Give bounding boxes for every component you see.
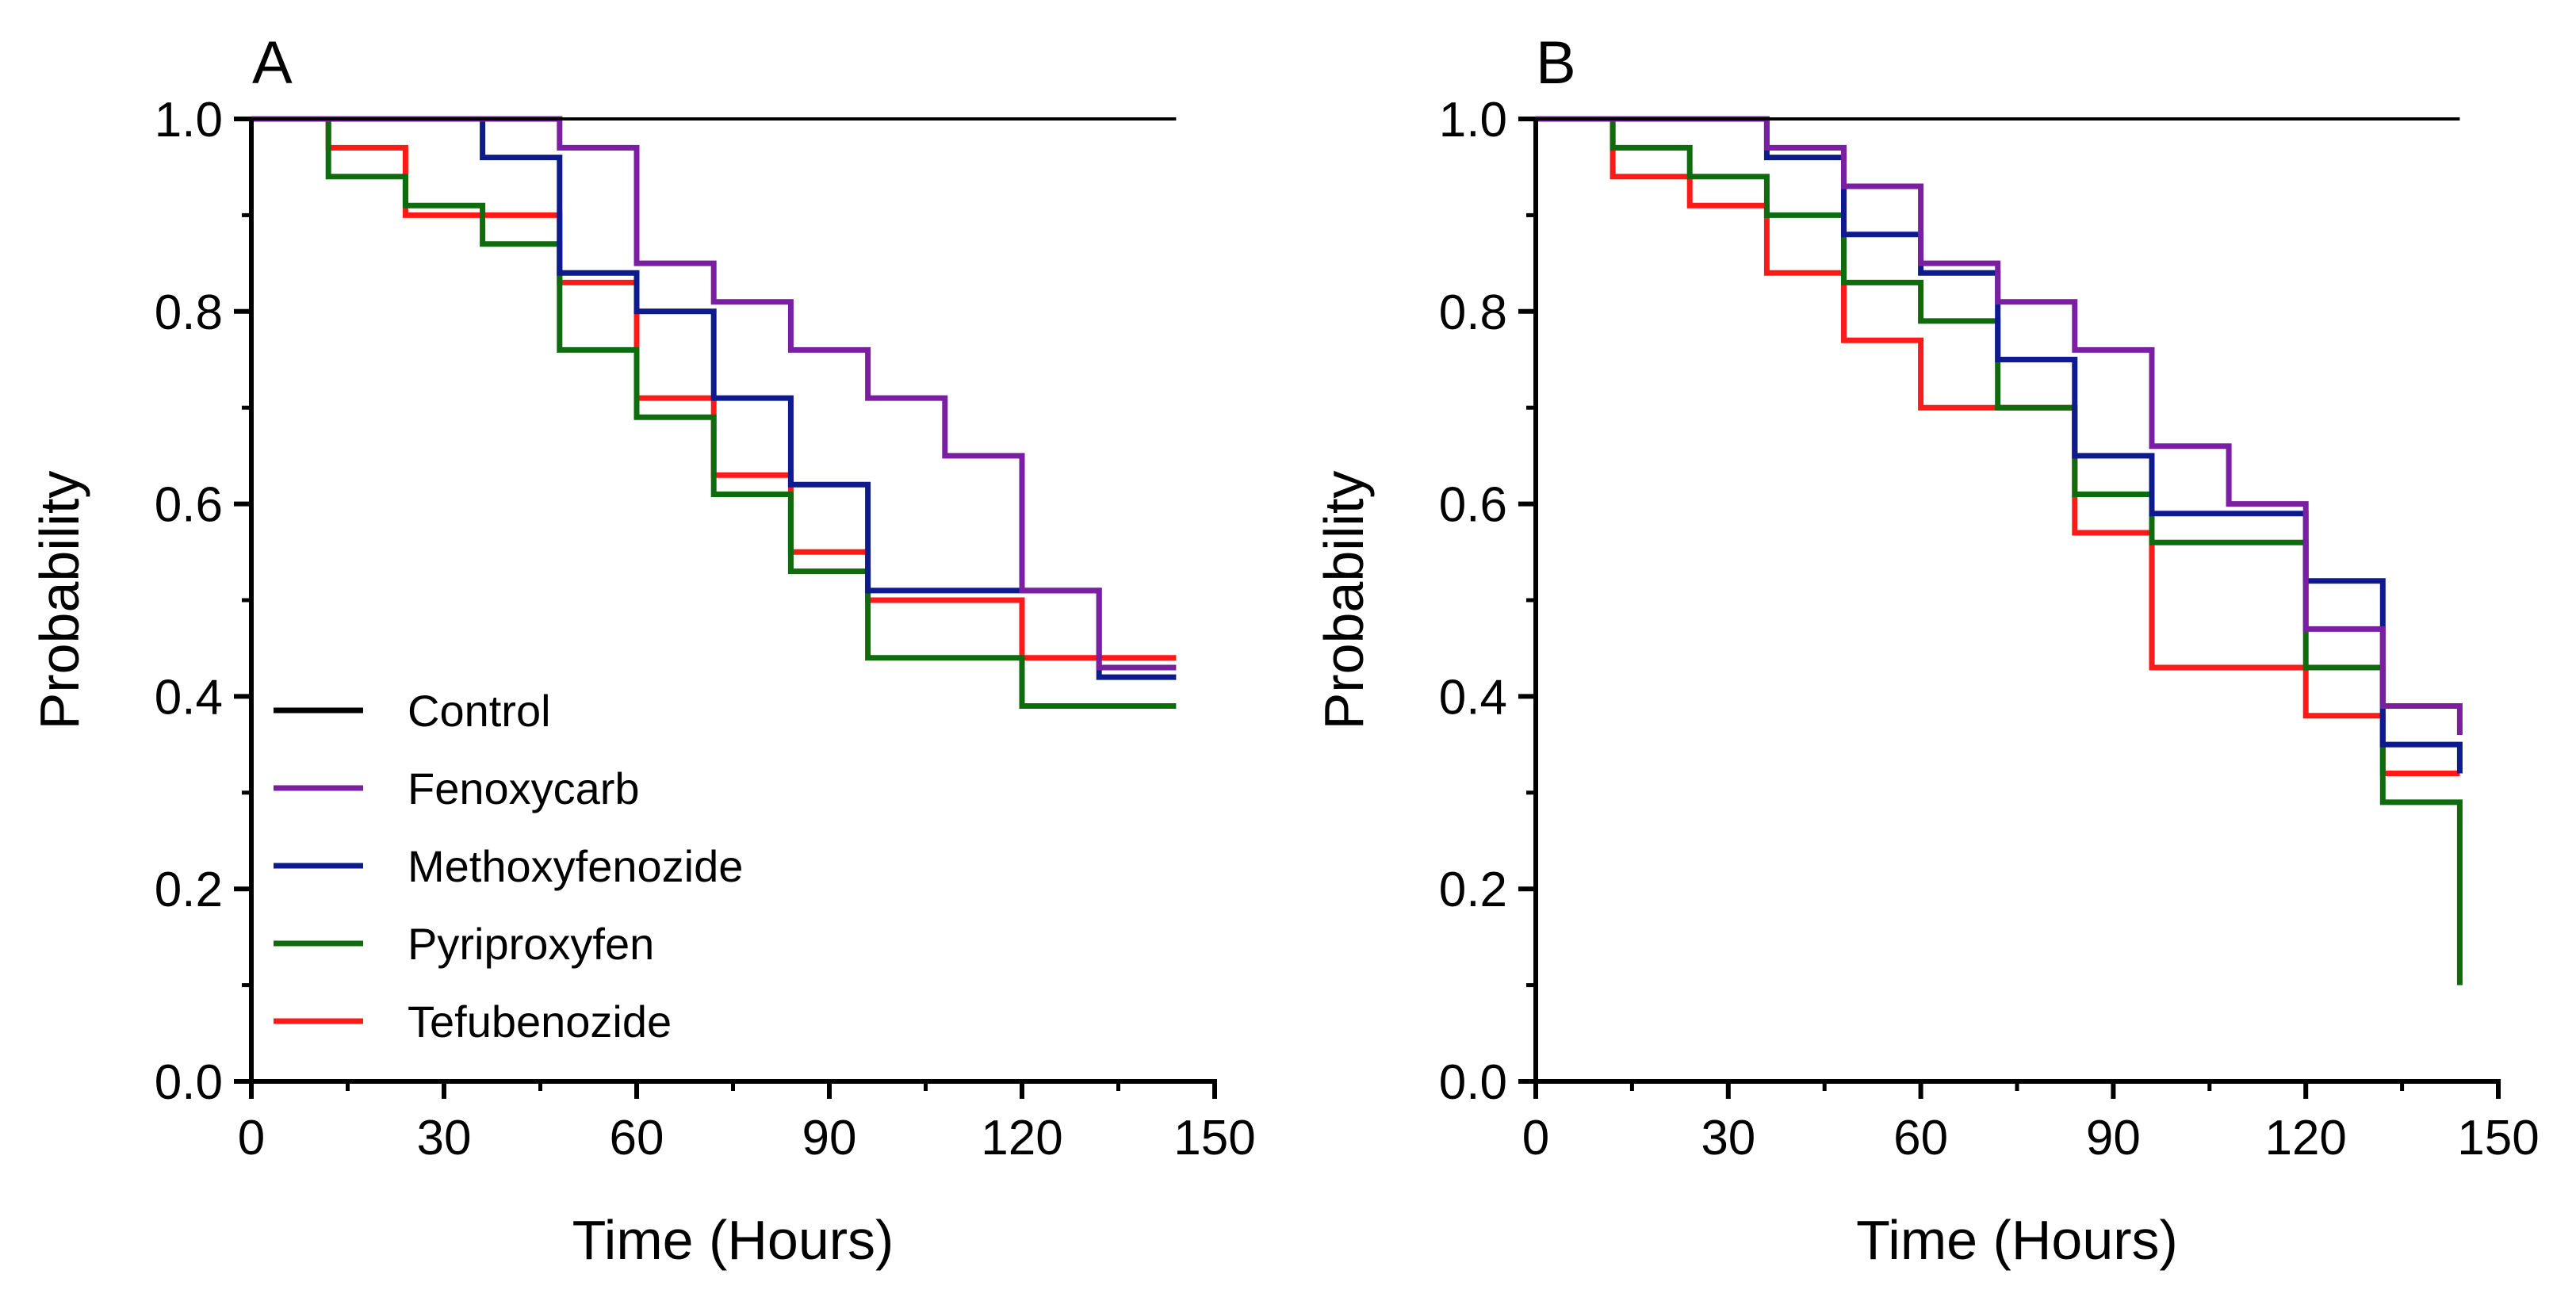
series-line-pyriproxyfen [1536,116,2463,985]
y-tick-label: 0.4 [1439,670,1507,725]
x-tick-label: 120 [981,1111,1062,1165]
series-line-fenoxycarb [1536,116,2463,735]
y-tick-label: 0.2 [155,863,223,917]
x-axis-title: Time (Hours) [572,1209,894,1271]
y-tick-label: 0.0 [155,1055,223,1110]
legend: Control Fenoxycarb Methoxyfenozide Pyriprox… [274,686,743,1047]
series-group [1536,116,2463,985]
x-tick-label: 90 [2086,1111,2141,1165]
series-line-methoxyfenozide [251,116,1177,680]
y-axis-title: Probability [29,471,90,730]
panel-b: B 0.0 0.2 0.4 0.6 0.8 1.0 0 30 60 90 120 150 Time (Ho… [1313,29,2540,1271]
x-tick-label: 30 [417,1111,472,1165]
legend-label-control: Control [408,686,551,736]
series-line-fenoxycarb [251,116,1177,671]
x-tick-label: 30 [1701,1111,1755,1165]
series-line-methoxyfenozide [1536,116,2463,774]
x-axis-title: Time (Hours) [1856,1209,2178,1271]
x-tick-label: 120 [2264,1111,2346,1165]
legend-label-tefubenozide: Tefubenozide [408,997,672,1047]
y-tick-label: 1.0 [1439,93,1507,147]
x-tick-label: 0 [1522,1111,1549,1165]
panel-label: B [1536,29,1576,97]
y-tick-label: 0.2 [1439,863,1507,917]
y-tick-label: 0.6 [1439,478,1507,533]
series-group [251,116,1177,709]
x-tick-label: 60 [610,1111,664,1165]
x-tick-label: 90 [802,1111,857,1165]
legend-label-pyriproxyfen: Pyriproxyfen [408,919,654,969]
y-tick-label: 0.6 [155,478,223,533]
x-tick-label: 0 [238,1111,265,1165]
series-line-pyriproxyfen [251,116,1177,709]
y-tick-label: 0.4 [155,670,223,725]
y-axis-title: Probability [1313,471,1375,730]
y-tick-label: 1.0 [155,93,223,147]
series-line-tefubenozide [1536,116,2460,776]
y-tick-label: 0.8 [1439,285,1507,340]
y-tick-label: 0.0 [1439,1055,1507,1110]
x-tick-label: 60 [1893,1111,1948,1165]
panel-label: A [252,29,293,97]
legend-label-methoxyfenozide: Methoxyfenozide [408,841,743,891]
x-tick-label: 150 [1173,1111,1255,1165]
y-tick-label: 0.8 [155,285,223,340]
legend-label-fenoxycarb: Fenoxycarb [408,763,640,813]
x-tick-label: 150 [2457,1111,2539,1165]
series-line-tefubenozide [251,116,1177,661]
panel-a: A 0.0 0.2 0.4 0.6 0.8 1.0 0 30 60 90 120 150 Time (Ho… [29,29,1256,1271]
